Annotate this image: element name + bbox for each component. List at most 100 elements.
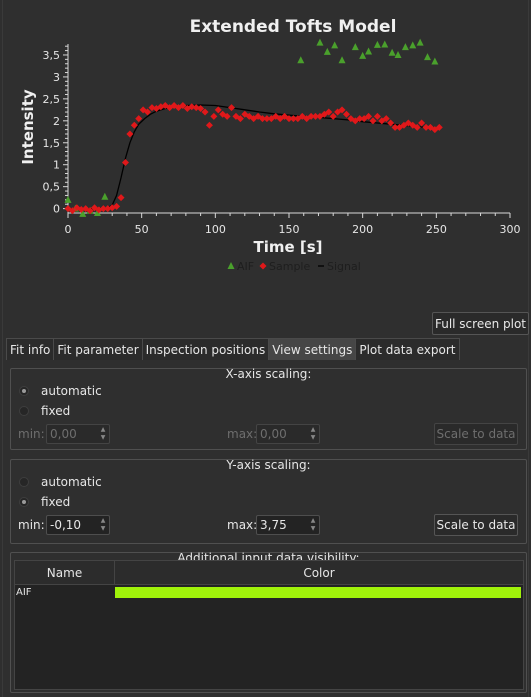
data-point-sample — [342, 110, 350, 118]
data-point-sample — [373, 112, 381, 120]
x-min-label: min: — [18, 427, 45, 441]
y-tick-label: 2,5 — [43, 93, 61, 106]
data-point-aif — [331, 41, 339, 49]
x-axis-title: Time [s] — [253, 238, 322, 256]
x-axis-scaling-title: X-axis scaling: — [225, 367, 312, 381]
x-tick-label: 100 — [205, 223, 226, 236]
data-point-sample — [435, 123, 443, 131]
x-tick-label: 50 — [135, 223, 149, 236]
x-fixed-label: fixed — [41, 404, 71, 418]
x-axis-scaling-group: X-axis scaling: automatic fixed min: 0,0… — [10, 367, 527, 450]
y-tick-label: 3,5 — [43, 49, 61, 62]
y-automatic-option[interactable]: automatic — [19, 475, 102, 489]
chart-marks — [64, 38, 443, 217]
y-min-stepper-icon[interactable]: ▲ ▼ — [100, 517, 106, 532]
y-max-spinbox[interactable]: 3,75 ▲ ▼ — [256, 515, 320, 535]
data-point-aif — [338, 56, 346, 64]
column-header-name[interactable]: Name — [15, 561, 115, 585]
data-point-sample — [126, 130, 134, 138]
data-point-sample — [263, 115, 271, 123]
tab-plot-data-export[interactable]: Plot data export — [355, 338, 460, 360]
data-point-sample — [188, 103, 196, 111]
data-point-aif — [423, 53, 431, 61]
data-point-sample — [197, 105, 205, 113]
y-fixed-radio[interactable] — [19, 497, 29, 507]
data-point-aif — [416, 38, 424, 46]
data-point-sample — [144, 108, 152, 116]
y-min-value: -0,10 — [50, 518, 82, 532]
x-max-label: max: — [227, 427, 258, 441]
data-point-sample — [387, 119, 395, 127]
x-min-stepper-icon[interactable]: ▲ ▼ — [100, 426, 106, 441]
y-axis-title: Intensity — [19, 89, 37, 165]
data-point-sample — [356, 115, 364, 123]
x-automatic-option[interactable]: automatic — [19, 384, 102, 398]
x-max-stepper-icon[interactable]: ▲ ▼ — [310, 426, 316, 441]
data-point-sample — [121, 159, 129, 167]
y-scale-to-data-button[interactable]: Scale to data — [434, 514, 518, 536]
visibility-table[interactable]: Name Color AIF — [14, 560, 524, 690]
data-point-sample — [99, 205, 107, 213]
data-point-sample — [104, 205, 112, 213]
x-fixed-radio[interactable] — [19, 406, 29, 416]
y-tick-label: 1 — [53, 159, 60, 172]
data-point-sample — [325, 108, 333, 116]
tab-bar: Fit info Fit parameter Inspection positi… — [6, 338, 460, 360]
plot-area: Extended Tofts Model 0 50 100 150 200 250 3000… — [19, 17, 521, 273]
tab-fit-info[interactable]: Fit info — [6, 338, 55, 360]
y-tick-label: 0,5 — [43, 181, 61, 194]
data-point-sample — [418, 119, 426, 127]
series-line-signal — [68, 104, 440, 210]
data-point-aif — [365, 47, 373, 55]
x-tick-label: 200 — [352, 223, 373, 236]
data-point-sample — [338, 106, 346, 114]
data-point-aif — [431, 57, 439, 65]
legend-entry-sample: Sample — [269, 260, 310, 273]
chart-title: Extended Tofts Model — [190, 17, 397, 37]
data-point-sample — [214, 106, 222, 114]
tab-fit-parameter[interactable]: Fit parameter — [53, 338, 143, 360]
y-tick-label: 3 — [53, 71, 60, 84]
data-point-aif — [351, 43, 359, 51]
y-fixed-option[interactable]: fixed — [19, 495, 70, 509]
y-tick-label: 2 — [53, 115, 60, 128]
data-point-sample — [382, 115, 390, 123]
data-point-sample — [365, 112, 373, 120]
data-point-aif — [359, 51, 367, 59]
y-axis-scaling-group: Y-axis scaling: automatic fixed min: -0,… — [10, 458, 527, 544]
data-point-aif — [93, 209, 101, 216]
x-fixed-option[interactable]: fixed — [19, 404, 70, 418]
y-min-spinbox[interactable]: -0,10 ▲ ▼ — [46, 515, 110, 535]
data-point-sample — [201, 108, 209, 116]
data-point-sample — [228, 104, 236, 112]
tab-inspection-positions[interactable]: Inspection positions — [141, 338, 270, 360]
x-automatic-label: automatic — [41, 384, 102, 398]
full-screen-plot-button[interactable]: Full screen plot — [432, 312, 529, 335]
y-fixed-label: fixed — [41, 495, 71, 509]
data-point-sample — [223, 112, 231, 120]
x-max-spinbox[interactable]: 0,00 ▲ ▼ — [256, 424, 320, 444]
x-min-spinbox[interactable]: 0,00 ▲ ▼ — [46, 424, 110, 444]
table-row-name[interactable]: AIF — [16, 587, 32, 598]
data-point-sample — [113, 202, 121, 210]
tab-view-settings[interactable]: View settings — [268, 338, 357, 360]
legend: AIF Sample Signal — [227, 260, 361, 273]
data-point-sample — [312, 112, 320, 120]
data-point-sample — [130, 121, 138, 129]
data-point-sample — [307, 112, 315, 120]
x-tick-label: 300 — [500, 223, 521, 236]
data-point-aif — [323, 47, 331, 55]
data-point-aif — [101, 192, 109, 200]
y-max-stepper-icon[interactable]: ▲ ▼ — [310, 517, 316, 532]
y-axis-scaling-title: Y-axis scaling: — [226, 458, 311, 472]
y-tick-label: 1,5 — [43, 137, 61, 150]
x-scale-to-data-button[interactable]: Scale to data — [434, 423, 518, 445]
data-point-sample — [426, 123, 434, 131]
column-header-color[interactable]: Color — [115, 561, 523, 585]
x-automatic-radio[interactable] — [19, 386, 29, 396]
data-point-aif — [297, 56, 305, 64]
y-automatic-radio[interactable] — [19, 477, 29, 487]
data-point-sample — [205, 121, 213, 129]
table-row-color-swatch[interactable] — [115, 587, 521, 598]
